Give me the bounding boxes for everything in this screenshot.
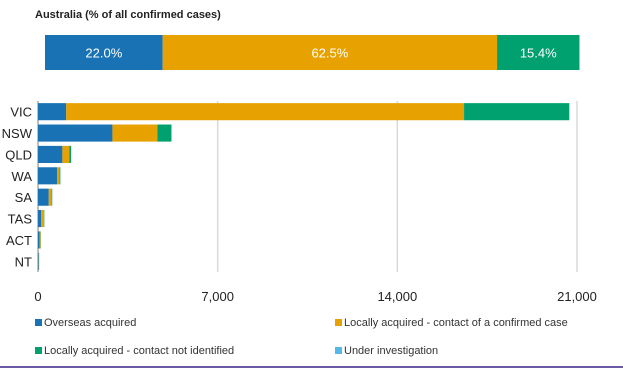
legend-swatch-locally-acquired-contact-of-a-confirmed-case <box>335 319 342 326</box>
bar-act-overseas-acquired <box>38 231 40 249</box>
x-tick-label: 21,000 <box>557 289 597 304</box>
x-tick-label: 7,000 <box>201 289 234 304</box>
x-tick-label: 14,000 <box>377 289 417 304</box>
y-tick-label: NSW <box>2 126 33 141</box>
bar-qld-locally-acquired-contact-of-a-confirmed-case <box>62 145 70 163</box>
legend-swatch-under-investigation <box>335 347 342 354</box>
summary-stacked-bar: 22.0% 62.5% 15.4% <box>45 35 580 70</box>
bar-qld-overseas-acquired <box>38 145 63 163</box>
y-tick-label: TAS <box>8 212 33 227</box>
bar-vic-overseas-acquired <box>38 103 67 121</box>
bar-act-locally-acquired-contact-of-a-confirmed-case <box>39 231 41 249</box>
y-tick-label: WA <box>12 169 33 184</box>
bar-sa-locally-acquired-contact-not-identified <box>51 188 53 206</box>
legend-swatch-locally-acquired-contact-not-identified <box>35 347 42 354</box>
x-tick-labels: 0 7,000 14,000 21,000 <box>34 289 597 304</box>
legend-swatch-overseas-acquired <box>35 319 42 326</box>
bar-nsw-locally-acquired-contact-of-a-confirmed-case <box>112 124 158 142</box>
y-tick-label: SA <box>15 190 33 205</box>
summary-chart-title: Australia (% of all confirmed cases) <box>35 9 221 21</box>
bar-qld-locally-acquired-contact-not-identified <box>69 145 72 163</box>
summary-segment-label: 62.5% <box>311 46 348 61</box>
state-tick-labels: VIC NSW QLD WA SA TAS ACT NT <box>2 105 33 270</box>
y-tick-label: ACT <box>6 233 32 248</box>
summary-segment-overseas-acquired <box>45 35 163 70</box>
legend-label: Locally acquired - contact of a confirme… <box>344 317 568 329</box>
x-tick-label: 0 <box>34 289 41 304</box>
bar-tas-locally-acquired-contact-of-a-confirmed-case <box>41 210 45 228</box>
legend-label: Under investigation <box>344 345 438 357</box>
bar-nsw-locally-acquired-contact-not-identified <box>157 124 172 142</box>
legend-label: Overseas acquired <box>44 317 136 329</box>
legend: Overseas acquired Locally acquired - cont… <box>35 317 568 357</box>
bar-wa-overseas-acquired <box>38 167 58 185</box>
bar-wa-locally-acquired-contact-of-a-confirmed-case <box>57 167 60 185</box>
bar-wa-locally-acquired-contact-not-identified <box>59 167 61 185</box>
y-tick-label: NT <box>15 254 32 269</box>
y-tick-label: QLD <box>5 147 32 162</box>
bar-vic-locally-acquired-contact-of-a-confirmed-case <box>66 103 465 121</box>
bar-sa-overseas-acquired <box>38 188 49 206</box>
bar-nt-overseas-acquired <box>38 252 39 270</box>
legend-label: Locally acquired - contact not identifie… <box>44 345 234 357</box>
y-tick-label: VIC <box>10 105 32 120</box>
bottom-divider <box>0 366 623 368</box>
state-bars <box>38 103 570 270</box>
summary-segment-locally-acquired-contact-of-a-confirmed-case <box>162 35 498 70</box>
summary-segment-label: 22.0% <box>85 46 122 61</box>
bar-nsw-overseas-acquired <box>38 124 113 142</box>
bar-sa-locally-acquired-contact-of-a-confirmed-case <box>48 188 52 206</box>
summary-segment-locally-acquired-contact-not-identified <box>497 35 580 70</box>
summary-segment-label: 15.4% <box>520 46 557 61</box>
bar-tas-overseas-acquired <box>38 210 42 228</box>
bar-vic-locally-acquired-contact-not-identified <box>464 103 570 121</box>
